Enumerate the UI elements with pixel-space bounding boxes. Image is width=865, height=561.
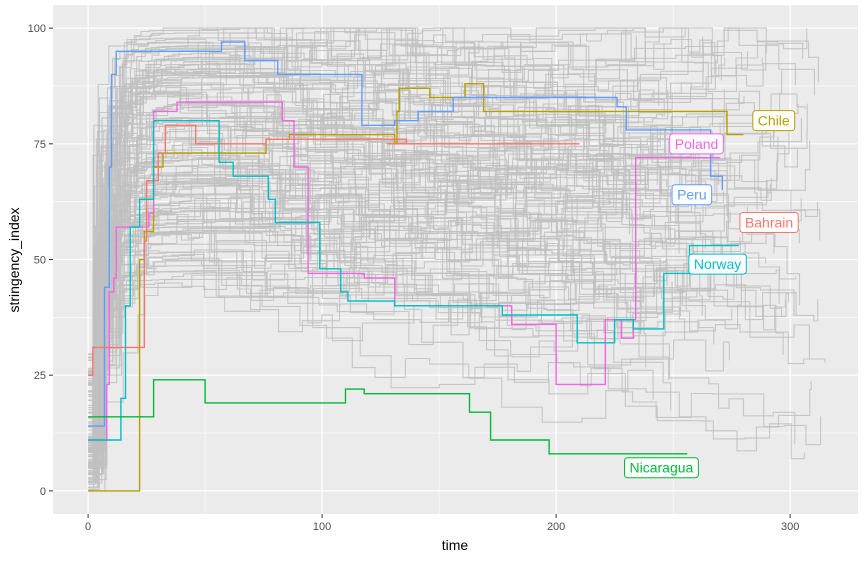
x-tick-label: 300 xyxy=(781,521,799,533)
background-series-line xyxy=(88,116,615,386)
background-series-line xyxy=(88,152,594,457)
background-series-line xyxy=(88,146,606,438)
background-series-line xyxy=(88,149,628,428)
background-series-line xyxy=(88,29,630,461)
background-series-line xyxy=(88,87,707,453)
series-label-box xyxy=(688,253,747,275)
background-series-line xyxy=(88,59,722,449)
y-axis-title: stringency_index xyxy=(6,207,22,312)
y-tick-label: 50 xyxy=(34,255,46,267)
series-label-nicaragua: Nicaragua xyxy=(624,457,699,479)
series-line-peru xyxy=(88,41,723,427)
background-series-line xyxy=(88,226,795,464)
background-series-line xyxy=(88,258,655,448)
series-line-chile xyxy=(88,83,744,492)
series-label-text: Norway xyxy=(694,256,741,272)
background-series-line xyxy=(88,217,670,384)
background-series-line xyxy=(88,164,716,426)
background-series-line xyxy=(88,104,658,419)
background-series-line xyxy=(88,145,767,471)
series-label-box xyxy=(752,110,796,132)
background-series-line xyxy=(88,250,735,386)
background-series-line xyxy=(88,57,726,453)
background-series-line xyxy=(88,27,796,413)
y-tick-label: 100 xyxy=(28,23,46,35)
series-label-text: Poland xyxy=(675,136,719,152)
background-series-line xyxy=(88,257,611,484)
series-label-box xyxy=(739,211,799,233)
background-series-line xyxy=(88,27,761,370)
axis-ticks: 0 100 200 300 0 25 50 75 100 xyxy=(28,23,800,533)
background-series-line xyxy=(88,40,819,489)
background-series-line xyxy=(88,27,664,454)
background-series-line xyxy=(88,75,728,453)
series-line-nicaragua xyxy=(88,379,688,455)
background-series-line xyxy=(88,158,698,439)
background-series-line xyxy=(88,27,704,361)
series-label-bahrain: Bahrain xyxy=(739,211,799,233)
series-label-norway: Norway xyxy=(688,253,747,275)
x-tick-label: 100 xyxy=(313,521,331,533)
x-axis-title: time xyxy=(442,537,469,553)
series-labels: Chile Poland Peru Bahrain Norway Nicaragua xyxy=(624,110,799,479)
series-label-box xyxy=(671,184,713,206)
y-tick-label: 75 xyxy=(34,139,46,151)
background-series-line xyxy=(88,38,669,373)
series-label-chile: Chile xyxy=(752,110,796,132)
background-series-line xyxy=(88,27,704,469)
series-label-text: Nicaragua xyxy=(630,460,694,476)
x-tick-label: 0 xyxy=(85,521,91,533)
series-label-box xyxy=(669,133,724,155)
background-series-line xyxy=(88,48,790,468)
series-line-norway xyxy=(88,120,739,441)
highlighted-series xyxy=(88,41,744,492)
background-series-line xyxy=(88,143,703,386)
series-label-poland: Poland xyxy=(669,133,724,155)
background-series-line xyxy=(88,70,783,439)
background-series-line xyxy=(88,92,748,483)
series-line-bahrain xyxy=(88,124,580,376)
background-series-line xyxy=(88,175,771,372)
series-label-peru: Peru xyxy=(671,184,713,206)
background-series-line xyxy=(88,198,722,437)
series-label-text: Chile xyxy=(758,113,790,129)
background-series-line xyxy=(88,281,796,445)
background-series-line xyxy=(88,200,810,442)
x-tick-label: 200 xyxy=(547,521,565,533)
series-label-text: Peru xyxy=(677,187,707,203)
series-label-text: Bahrain xyxy=(745,214,793,230)
y-tick-label: 0 xyxy=(40,486,46,498)
series-label-box xyxy=(624,457,699,479)
background-series-line xyxy=(88,234,654,423)
y-tick-label: 25 xyxy=(34,370,46,382)
background-series-line xyxy=(88,101,620,435)
background-series-line xyxy=(88,210,681,377)
background-series-line xyxy=(88,27,779,482)
background-series-line xyxy=(88,271,812,452)
background-series-line xyxy=(88,27,665,469)
background-series-line xyxy=(88,215,800,356)
